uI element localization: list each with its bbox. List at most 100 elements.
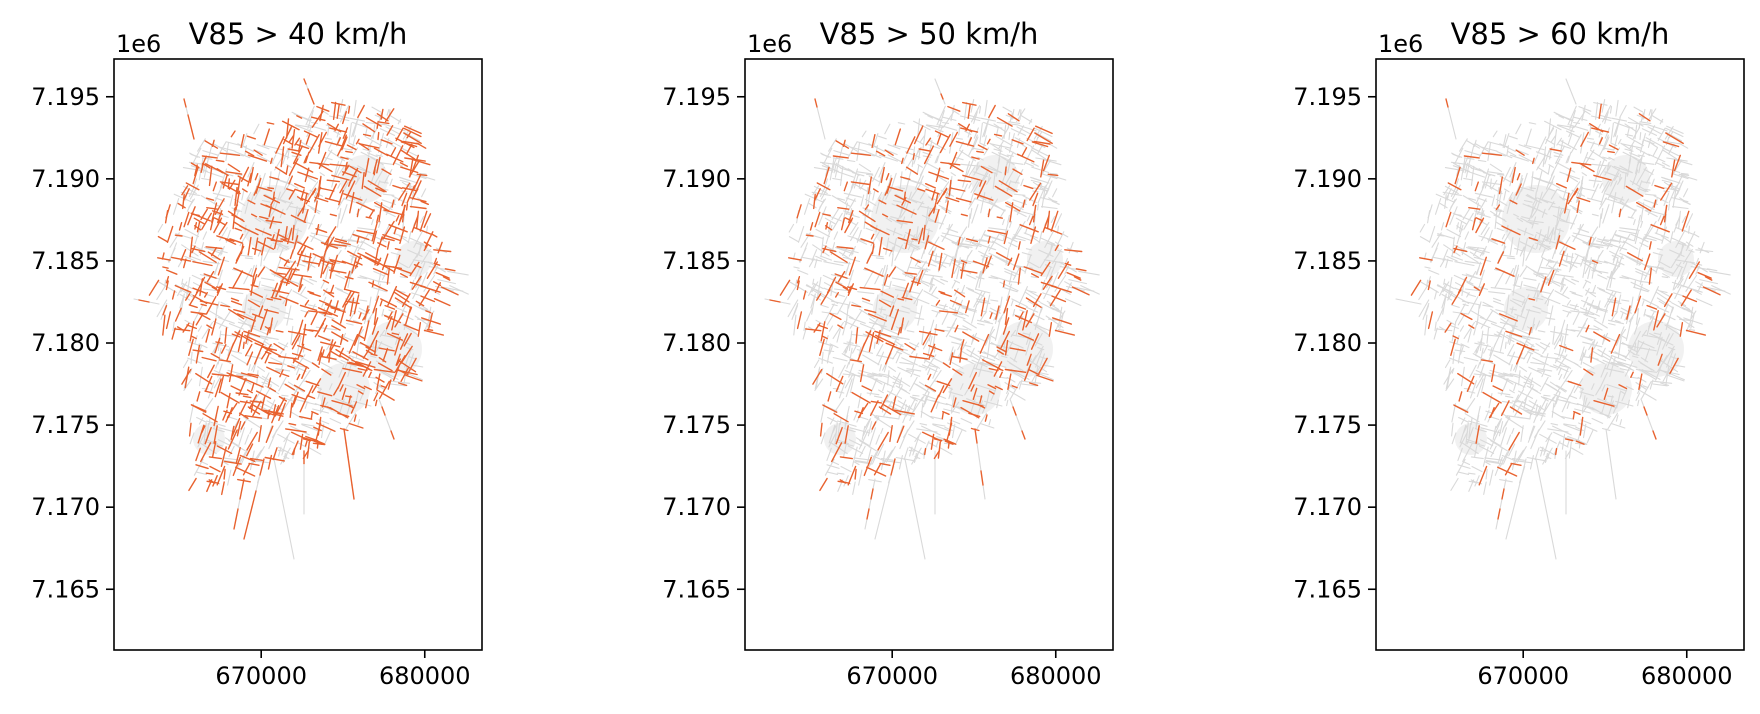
fast-road-segment: [188, 422, 192, 437]
fast-road-segment: [835, 375, 844, 392]
road-segment: [1474, 210, 1486, 215]
road-segment: [1507, 150, 1517, 157]
road-segment: [1469, 251, 1483, 261]
road-segment: [1025, 355, 1037, 373]
road-segment: [1639, 132, 1642, 141]
road-segment: [198, 417, 204, 425]
fast-road-segment: [373, 392, 379, 402]
fast-road-segment: [995, 252, 1012, 262]
road-segment: [1463, 177, 1474, 181]
road-segment: [921, 325, 925, 345]
fast-road-segment: [165, 311, 172, 330]
fast-road-segment: [903, 191, 906, 200]
road-segment: [910, 369, 915, 378]
road-segment: [843, 475, 849, 487]
fast-road-segment: [358, 312, 362, 319]
road-segment: [907, 197, 925, 205]
fast-road-segment: [882, 213, 889, 218]
fast-road-segment: [809, 222, 814, 231]
fast-road-segment: [192, 261, 213, 267]
road-segment: [1680, 174, 1698, 181]
fast-road-segment: [878, 236, 883, 256]
fast-road-segment: [293, 448, 296, 456]
fast-road-segment: [405, 374, 423, 382]
road-segment: [407, 231, 412, 244]
road-segment: [1566, 299, 1572, 306]
road-segment: [914, 432, 922, 443]
road-segment: [1501, 400, 1513, 404]
fast-road-segment: [183, 211, 190, 228]
fast-road-segment: [1474, 181, 1479, 192]
road-segment: [1464, 260, 1482, 265]
road-segment: [1607, 412, 1619, 430]
road-segment: [982, 121, 997, 128]
road-segment: [888, 241, 906, 250]
fast-road-segment: [349, 191, 355, 214]
fast-road-segment: [326, 291, 335, 294]
fast-road-segment: [1547, 269, 1555, 286]
road-segment: [1602, 242, 1613, 248]
road-segment: [292, 290, 308, 300]
fast-road-segment: [1665, 132, 1684, 145]
fast-road-segment: [233, 221, 247, 230]
road-segment: [1005, 341, 1014, 355]
fast-road-segment: [345, 150, 353, 154]
fast-road-segment: [404, 125, 422, 135]
road-segment: [1588, 291, 1597, 294]
road-segment: [1509, 389, 1515, 394]
road-segment: [1007, 340, 1024, 349]
road-segment: [843, 345, 849, 353]
road-segment: [1640, 347, 1657, 352]
fast-road-segment: [236, 420, 242, 437]
fast-road-segment: [361, 171, 365, 190]
road-segment: [1650, 309, 1657, 313]
road-segment: [1575, 426, 1584, 432]
road-segment: [956, 303, 972, 310]
road-segment: [295, 124, 313, 128]
road-segment: [764, 298, 771, 301]
road-segment: [1030, 162, 1039, 167]
road-segment: [940, 278, 949, 283]
fast-road-segment: [273, 228, 280, 250]
road-segment: [213, 266, 218, 275]
road-segment: [913, 373, 921, 377]
road-segment: [1619, 419, 1623, 426]
road-segment: [1010, 329, 1017, 338]
fast-road-segment: [214, 337, 221, 354]
fast-road-segment: [1458, 391, 1463, 402]
fast-road-segment: [1663, 293, 1673, 308]
road-segment: [1601, 98, 1606, 113]
fast-road-segment: [943, 438, 957, 445]
road-segment: [1477, 159, 1487, 163]
road-segment: [390, 380, 411, 384]
road-segment: [1469, 247, 1490, 254]
fast-road-segment: [884, 149, 894, 156]
fast-road-segment: [409, 261, 420, 277]
fast-road-segment: [345, 291, 355, 306]
road-segment: [1521, 458, 1527, 476]
road-segment: [289, 386, 299, 402]
road-segment: [1004, 381, 1016, 390]
road-segment: [950, 395, 955, 412]
road-segment: [857, 392, 862, 409]
road-segment: [1655, 198, 1658, 205]
road-segment: [371, 286, 387, 293]
road-segment: [838, 247, 859, 254]
road-segment: [1685, 244, 1690, 251]
road-segment: [1462, 461, 1471, 466]
road-segment: [1434, 290, 1438, 300]
road-segment: [1535, 320, 1541, 331]
road-segment: [897, 366, 912, 374]
fast-road-segment: [334, 238, 348, 243]
road-segment: [908, 243, 919, 251]
road-segment: [1589, 123, 1592, 136]
road-segment: [1627, 216, 1634, 219]
road-segment: [847, 269, 854, 288]
road-segment: [1550, 175, 1555, 185]
road-segment: [1010, 128, 1027, 136]
road-segment: [1559, 328, 1563, 342]
road-segment: [919, 423, 928, 426]
road-segment: [309, 278, 318, 283]
fast-road-segment: [183, 258, 187, 269]
road-segment: [1478, 168, 1491, 176]
